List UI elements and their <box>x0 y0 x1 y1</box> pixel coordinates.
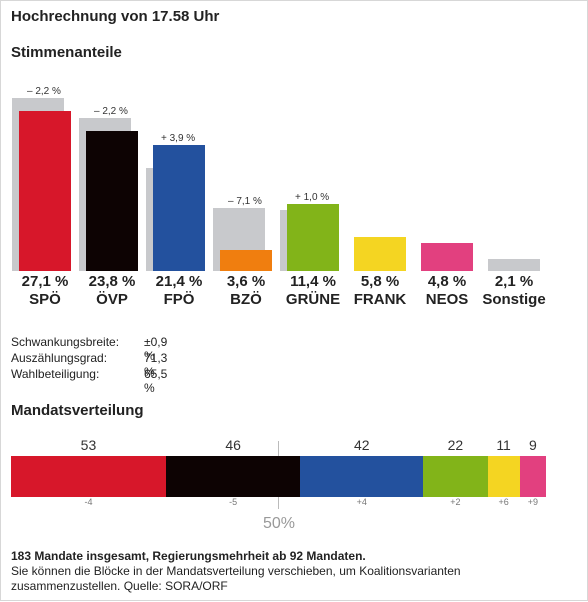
value-label: 5,8 % <box>360 273 400 290</box>
mandate-count: 11 <box>496 437 511 453</box>
bar-övp <box>86 130 138 271</box>
bar-bzö <box>220 249 272 271</box>
party-label: FPÖ <box>163 291 195 308</box>
vote-share-chart: – 2,2 % 27,1 % SPÖ – 2,2 % 23,8 % ÖVP + 3,9 % 2… <box>1 1 588 321</box>
mandate-count: 46 <box>225 437 241 453</box>
party-label: Sonstige <box>482 291 546 308</box>
value-label: 3,6 % <box>226 273 266 290</box>
mandate-change: -5 <box>229 497 238 507</box>
value-label: 27,1 % <box>21 273 69 290</box>
party-label: FRANK <box>353 291 407 308</box>
mandate-count: 9 <box>528 437 537 453</box>
value-label: 4,8 % <box>427 273 467 290</box>
mandate-block-spö <box>11 456 166 497</box>
mandate-block-fpö <box>300 456 424 497</box>
value-label: 21,4 % <box>155 273 203 290</box>
stat-value: ±0,9 % <box>144 335 168 363</box>
mandate-change: +4 <box>356 497 367 507</box>
mandate-change: -4 <box>84 497 93 507</box>
change-label: + 1,0 % <box>295 191 330 203</box>
footer-total: 183 Mandate insgesamt, Regierungsmehrhei… <box>11 549 366 563</box>
party-label: SPÖ <box>29 291 61 308</box>
majority-label: 50% <box>263 515 296 532</box>
bar-neos <box>421 242 473 271</box>
bar-fpö <box>153 144 205 271</box>
footer-note: 183 Mandate insgesamt, Regierungsmehrhei… <box>11 549 571 594</box>
change-label: – 7,1 % <box>228 195 262 207</box>
party-label: BZÖ <box>230 291 262 308</box>
change-label: – 2,2 % <box>27 86 61 98</box>
bar-spö <box>19 111 71 271</box>
mandate-block-neos <box>519 456 546 497</box>
footer-info: Sie können die Blöcke in der Mandatsvert… <box>11 564 461 593</box>
mandate-block-övp <box>165 456 301 497</box>
value-label: 11,4 % <box>290 273 336 290</box>
mandates-title: Mandatsverteilung <box>11 402 144 419</box>
bar-grüne <box>287 203 339 271</box>
majority-line <box>278 497 279 509</box>
change-label: + 3,9 % <box>161 132 196 144</box>
mandate-count: 53 <box>80 437 97 453</box>
mandate-block-frank <box>487 456 520 497</box>
party-label: ÖVP <box>96 291 128 308</box>
party-label: GRÜNE <box>285 291 341 308</box>
mandate-count: 22 <box>447 437 464 453</box>
party-label: NEOS <box>425 291 469 308</box>
mandate-block-grüne <box>423 456 488 497</box>
bar-sonstige <box>488 258 540 271</box>
stat-value: 71,3 % <box>144 351 168 379</box>
mandate-change: +9 <box>527 497 538 507</box>
mandate-change: +2 <box>450 497 461 507</box>
majority-line <box>278 441 279 456</box>
value-label: 2,1 % <box>494 273 534 290</box>
page-title: Hochrechnung von 17.58 Uhr <box>11 8 220 25</box>
bar-frank <box>354 236 406 271</box>
change-label: – 2,2 % <box>94 105 128 117</box>
stat-label: Wahlbeteiligung: <box>11 367 100 381</box>
votes-title: Stimmenanteile <box>11 44 122 61</box>
value-label: 23,8 % <box>88 273 136 290</box>
stat-label: Auszählungsgrad: <box>11 351 108 365</box>
mandate-change: +6 <box>498 497 509 507</box>
stat-label: Schwankungsbreite: <box>11 335 120 349</box>
mandate-count: 42 <box>354 437 370 453</box>
stat-value: 65,5 % <box>144 367 168 395</box>
